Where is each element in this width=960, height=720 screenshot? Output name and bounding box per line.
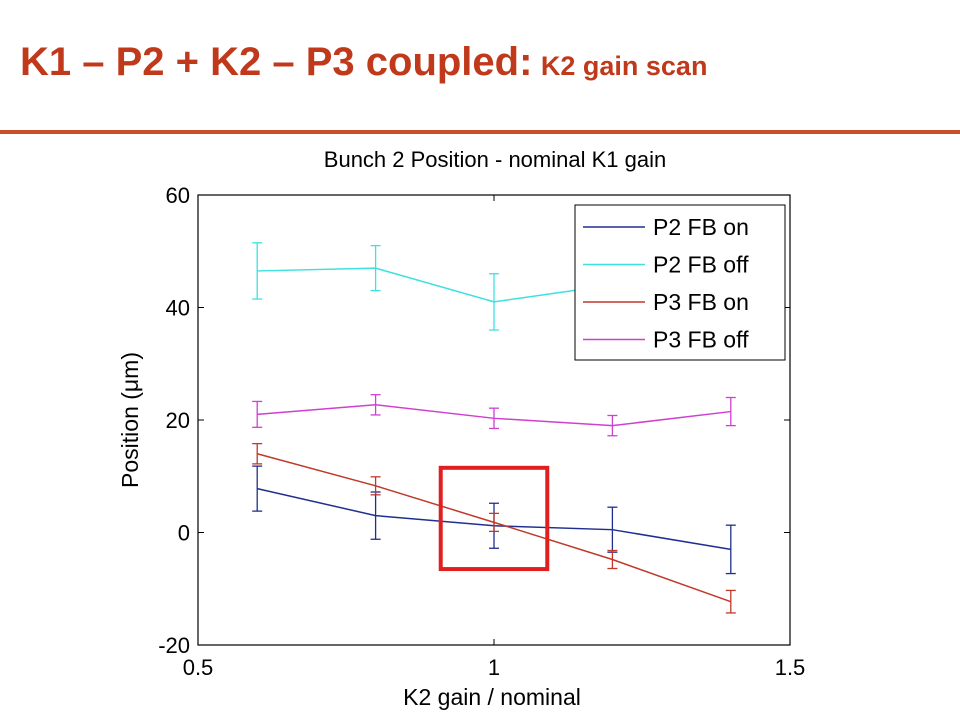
series-line [257, 404, 731, 427]
y-tick-label: 0 [178, 521, 190, 546]
plot-area: 0.5 1 1.5 -20 0 20 40 60 P2 FB on P2 FB off P3 FB … [158, 183, 805, 680]
x-axis-label: K2 gain / nominal [403, 684, 581, 710]
legend-box [574, 204, 786, 361]
legend-label: P2 FB off [653, 252, 749, 278]
x-tick-label: 0.5 [183, 655, 214, 680]
slide-title-sub: K2 gain scan [540, 51, 708, 81]
slide-title: K1 – P2 + K2 – P3 coupled: K2 gain scan [20, 42, 707, 82]
y-tick-label: 60 [166, 183, 190, 208]
y-tick-label: 40 [166, 296, 190, 321]
legend-label: P3 FB off [653, 327, 749, 353]
y-axis-label: Position (μm) [117, 352, 143, 488]
highlight-box [438, 465, 550, 572]
slide-title-main: K1 – P2 + K2 – P3 coupled: [20, 40, 533, 84]
y-tick-label: -20 [158, 633, 190, 658]
y-tick-label: 20 [166, 408, 190, 433]
x-tick-label: 1.5 [775, 655, 806, 680]
legend-label: P3 FB on [653, 289, 749, 315]
legend: P2 FB on P2 FB off P3 FB on P3 FB off [574, 204, 786, 361]
legend-label: P2 FB on [653, 214, 749, 240]
chart-title: Bunch 2 Position - nominal K1 gain [324, 147, 666, 172]
series-line [257, 267, 613, 303]
series-line [257, 453, 732, 603]
x-tick-label: 1 [488, 655, 500, 680]
title-divider [0, 130, 960, 134]
